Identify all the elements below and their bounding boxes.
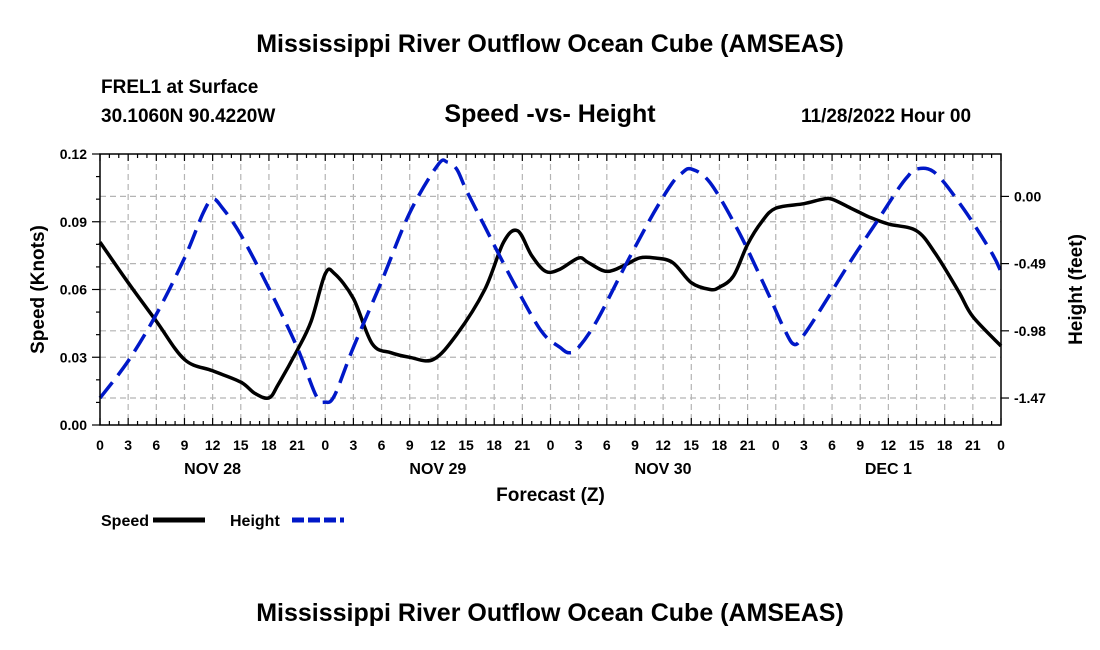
x-tick-label: 0 — [772, 437, 780, 453]
y-right-tick-label: -0.49 — [1014, 256, 1046, 272]
y-left-tick-label: 0.00 — [60, 417, 87, 433]
y-left-axis-title: Speed (Knots) — [28, 225, 49, 354]
y-left-tick-label: 0.06 — [60, 282, 87, 298]
height-series-line — [98, 158, 1003, 405]
x-tick-label: 15 — [683, 437, 699, 453]
x-tick-label: 21 — [740, 437, 756, 453]
speed-height-chart: 0 3 6 9 12 15 18 21 0 3 6 9 12 15 18 21 0 3 6 9 12 15 18 21 0 3 6 9… — [28, 146, 1087, 530]
x-tick-label: 21 — [965, 437, 981, 453]
x-tick-label: 0 — [96, 437, 104, 453]
main-title: Mississippi River Outflow Ocean Cube (AM… — [256, 30, 844, 58]
x-tick-label: 15 — [909, 437, 925, 453]
x-tick-label: 3 — [575, 437, 583, 453]
x-tick-label: 18 — [937, 437, 953, 453]
x-tick-label: 0 — [321, 437, 329, 453]
x-tick-label: 12 — [205, 437, 221, 453]
x-tick-label: 0 — [547, 437, 555, 453]
speed-series-line — [98, 196, 1003, 400]
axis-labels: 0 3 6 9 12 15 18 21 0 3 6 9 12 15 18 21 0 3 6 9 12 15 18 21 0 3 6 9… — [28, 146, 1087, 506]
x-tick-label: 15 — [458, 437, 474, 453]
x-tick-label: 6 — [152, 437, 160, 453]
y-right-tick-label: -0.98 — [1014, 323, 1046, 339]
footer-title: Mississippi River Outflow Ocean Cube (AM… — [256, 599, 844, 627]
x-tick-label: 6 — [603, 437, 611, 453]
coordinates-label: 30.1060N 90.4220W — [101, 106, 276, 127]
legend-label-speed: Speed — [101, 513, 149, 530]
x-tick-label: 6 — [828, 437, 836, 453]
day-label: NOV 30 — [635, 461, 692, 478]
x-tick-label: 18 — [261, 437, 277, 453]
y-left-tick-label: 0.03 — [60, 349, 87, 365]
x-tick-label: 21 — [515, 437, 531, 453]
x-tick-label: 3 — [800, 437, 808, 453]
x-axis-title: Forecast (Z) — [496, 485, 605, 506]
axes — [92, 153, 1009, 426]
day-label: NOV 28 — [184, 461, 241, 478]
run-time-label: 11/28/2022 Hour 00 — [801, 106, 972, 127]
day-label: NOV 29 — [409, 461, 466, 478]
x-tick-label: 15 — [233, 437, 249, 453]
day-label: DEC 1 — [865, 461, 912, 478]
x-tick-label: 9 — [181, 437, 189, 453]
y-right-tick-label: 0.00 — [1014, 188, 1041, 204]
x-tick-label: 21 — [289, 437, 305, 453]
x-tick-label: 6 — [378, 437, 386, 453]
x-tick-label: 0 — [997, 437, 1005, 453]
station-label: FREL1 at Surface — [101, 77, 259, 98]
x-tick-label: 12 — [655, 437, 671, 453]
x-tick-label: 9 — [856, 437, 864, 453]
y-right-axis-title: Height (feet) — [1066, 234, 1087, 345]
chart-subtitle: Speed -vs- Height — [444, 100, 656, 128]
y-left-tick-label: 0.09 — [60, 214, 87, 230]
legend: Speed Height — [101, 513, 344, 530]
x-tick-label: 12 — [430, 437, 446, 453]
y-right-tick-label: -1.47 — [1014, 390, 1046, 406]
x-tick-label: 3 — [350, 437, 358, 453]
x-tick-label: 3 — [124, 437, 132, 453]
x-tick-label: 18 — [486, 437, 502, 453]
x-tick-label: 9 — [406, 437, 414, 453]
legend-label-height: Height — [230, 513, 280, 530]
y-left-tick-label: 0.12 — [60, 146, 87, 162]
x-tick-label: 12 — [881, 437, 897, 453]
grid-lines — [100, 154, 1001, 425]
x-tick-label: 18 — [712, 437, 728, 453]
x-tick-label: 9 — [631, 437, 639, 453]
series-lines — [98, 158, 1003, 405]
